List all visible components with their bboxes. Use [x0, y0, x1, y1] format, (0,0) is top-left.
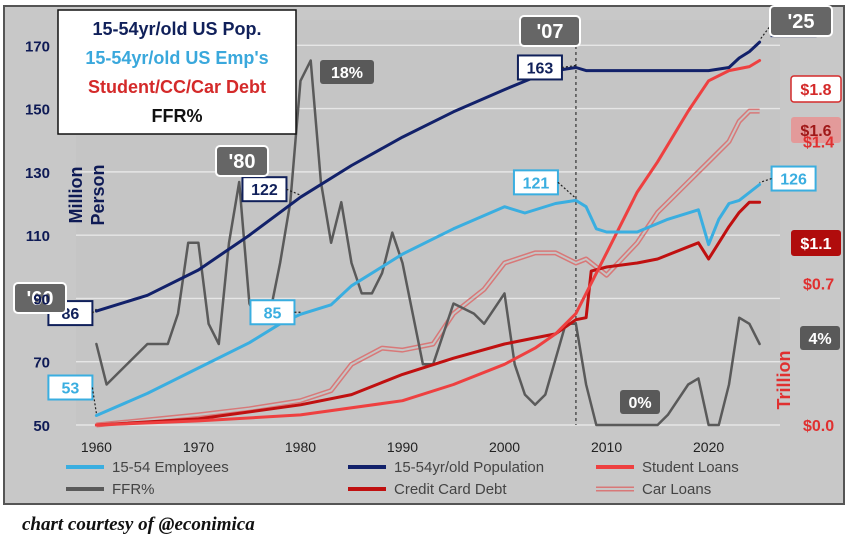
x-tick-label: 1970 — [183, 439, 214, 455]
tag-callout-box — [791, 230, 841, 256]
value-callout-box — [241, 176, 288, 203]
title-line: FFR% — [152, 106, 203, 126]
callout-pointer — [557, 181, 577, 199]
callout-pointer — [286, 188, 301, 196]
left-tick-label: 90 — [33, 291, 50, 308]
tag-callout-box — [791, 117, 841, 143]
x-tick-label: 2010 — [591, 439, 622, 455]
title-line: 15-54yr/old US Emp's — [85, 48, 268, 68]
legend-label: 15-54yr/old Population — [394, 459, 544, 476]
title-line: 15-54yr/old US Pop. — [92, 19, 261, 39]
left-tick-label: 50 — [33, 418, 50, 435]
tag-callout-label: 18% — [331, 65, 363, 82]
year-tag-label: '80 — [228, 151, 255, 173]
legend-label: Car Loans — [642, 481, 711, 498]
callout-pointer — [91, 308, 97, 314]
value-callout-label: 163 — [527, 60, 554, 77]
left-tick-label: 130 — [25, 165, 50, 182]
right-tick-label: $0.7 — [803, 276, 834, 293]
left-tick-label: 170 — [25, 38, 50, 55]
year-tag-box — [519, 15, 581, 47]
x-tick-label: 1980 — [285, 439, 316, 455]
series-line-car-loans-inner — [96, 110, 760, 426]
value-callout-box — [516, 54, 563, 81]
year-tag-label: '25 — [787, 11, 814, 33]
tag-callout-label: $1.1 — [800, 236, 831, 253]
title-line: Student/CC/Car Debt — [88, 77, 266, 97]
tag-callout-box — [790, 75, 842, 103]
year-tag-box — [215, 145, 269, 177]
tag-callout-box — [620, 390, 660, 414]
tag-callout-box — [800, 326, 840, 350]
x-tick-label: 2000 — [489, 439, 520, 455]
right-tick-label: $0.0 — [803, 418, 834, 435]
legend-label: Credit Card Debt — [394, 481, 507, 498]
callout-pointer — [759, 23, 773, 41]
left-axis-label: Million — [66, 167, 86, 224]
series-line-credit-card-debt — [94, 200, 762, 427]
left-axis-label: Person — [88, 164, 108, 225]
year-tag-box — [13, 282, 67, 314]
series-line-ffr- — [95, 59, 761, 427]
chart-svg: 15-54yr/old US Pop. 15-54yr/old US Emp's S… — [3, 5, 845, 505]
year-tag-label: '60 — [26, 288, 53, 310]
x-tick-label: 1990 — [387, 439, 418, 455]
series-line-student-loans — [94, 59, 762, 427]
right-axis-label: Trillion — [774, 350, 794, 409]
value-callout-label: 53 — [62, 381, 80, 398]
left-tick-label: 70 — [33, 355, 50, 372]
value-callout-label: 85 — [264, 305, 282, 322]
left-tick-label: 110 — [26, 228, 50, 245]
value-callout-label: 121 — [523, 175, 550, 192]
year-tag-label: '07 — [536, 21, 563, 43]
x-tick-label: 2020 — [693, 439, 724, 455]
x-tick-label: 1960 — [81, 439, 112, 455]
value-callout-label: 122 — [251, 182, 278, 199]
value-callout-box — [770, 165, 817, 192]
left-tick-label: 150 — [25, 102, 50, 119]
tag-callout-box — [320, 60, 374, 84]
legend-title-box — [57, 9, 297, 135]
legend-label: Student Loans — [642, 459, 739, 476]
value-callout-box — [47, 374, 94, 401]
right-tick-label: $1.4 — [803, 135, 834, 152]
legend-label: 15-54 Employees — [112, 459, 229, 476]
tag-callout-label: $1.6 — [800, 123, 831, 140]
chart-credit: chart courtesy of @econimica — [22, 514, 255, 535]
legend-label: FFR% — [112, 481, 155, 498]
tag-callout-label: 4% — [808, 331, 831, 348]
tag-callout-label: $1.8 — [800, 82, 831, 99]
callout-pointer — [91, 387, 97, 414]
tag-callout-label: 0% — [628, 395, 651, 412]
year-tag-box — [769, 5, 833, 37]
value-callout-label: 126 — [780, 172, 807, 189]
